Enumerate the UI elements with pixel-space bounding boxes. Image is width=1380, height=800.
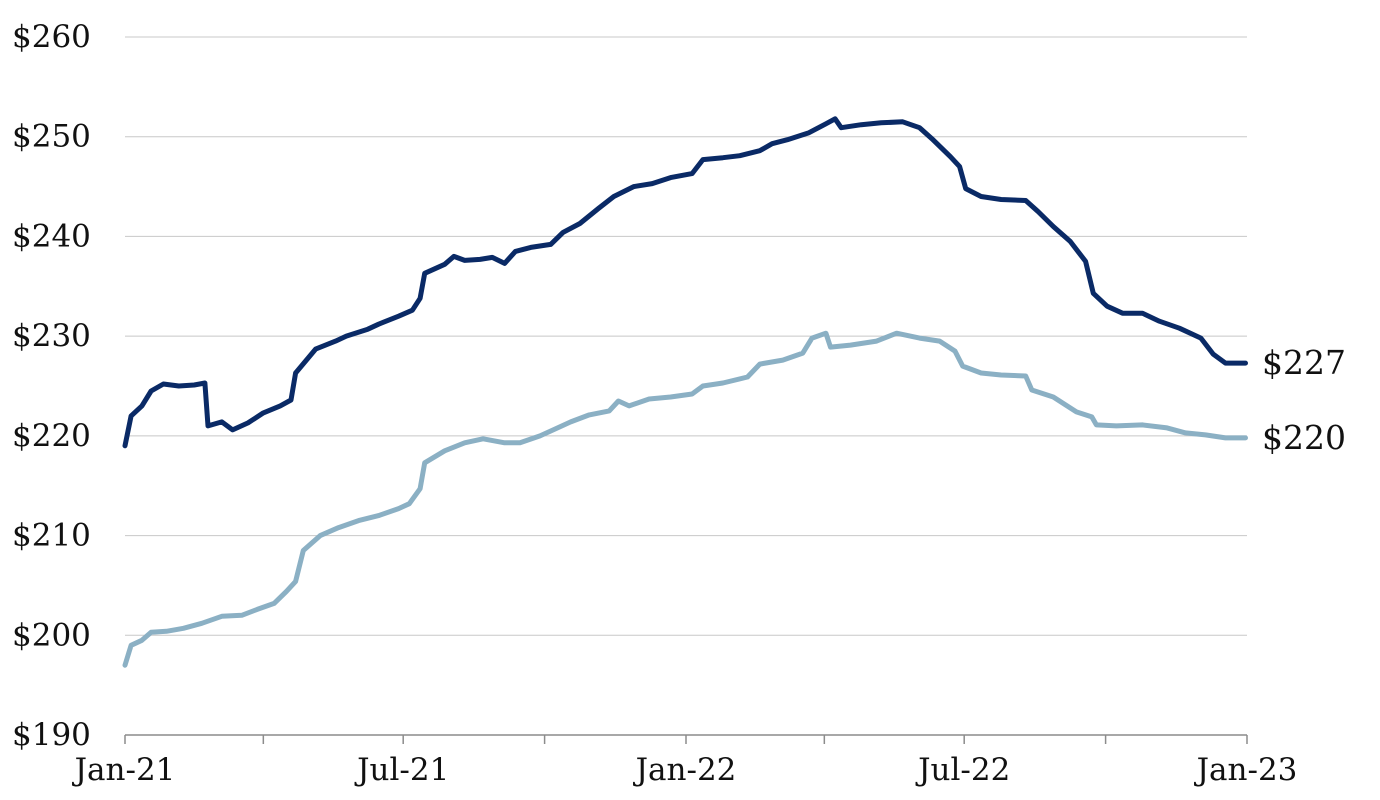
end-value-label: $220 bbox=[1262, 418, 1346, 457]
series-line bbox=[122, 330, 1248, 668]
series-line bbox=[122, 116, 1248, 449]
x-tick-label: Jul-21 bbox=[354, 752, 449, 788]
y-tick-label: $250 bbox=[12, 119, 91, 155]
y-tick-label: $240 bbox=[12, 218, 91, 254]
x-tick-labels: Jan-21 Jul-21 Jan-22 Jul-22 Jan-23 bbox=[72, 752, 1298, 788]
end-value-labels: $227 $220 bbox=[1262, 343, 1346, 457]
x-tick-label: Jan-21 bbox=[72, 752, 176, 788]
x-tick-label: Jan-23 bbox=[1194, 752, 1298, 788]
end-value-label: $227 bbox=[1262, 343, 1346, 382]
y-tick-label: $220 bbox=[12, 418, 91, 454]
y-tick-labels: $190 $200 $210 $220 $230 $240 $250 $260 bbox=[12, 19, 91, 753]
y-tick-label: $200 bbox=[12, 617, 91, 653]
y-tick-label: $230 bbox=[12, 318, 91, 354]
x-tick-label: Jul-22 bbox=[915, 752, 1010, 788]
y-tick-label: $210 bbox=[12, 518, 91, 554]
gridlines bbox=[125, 36, 1247, 636]
series-lines bbox=[122, 116, 1248, 668]
y-tick-label: $190 bbox=[12, 717, 91, 753]
y-tick-label: $260 bbox=[12, 19, 91, 55]
x-axis bbox=[124, 734, 1248, 744]
x-tick-label: Jan-22 bbox=[633, 752, 737, 788]
